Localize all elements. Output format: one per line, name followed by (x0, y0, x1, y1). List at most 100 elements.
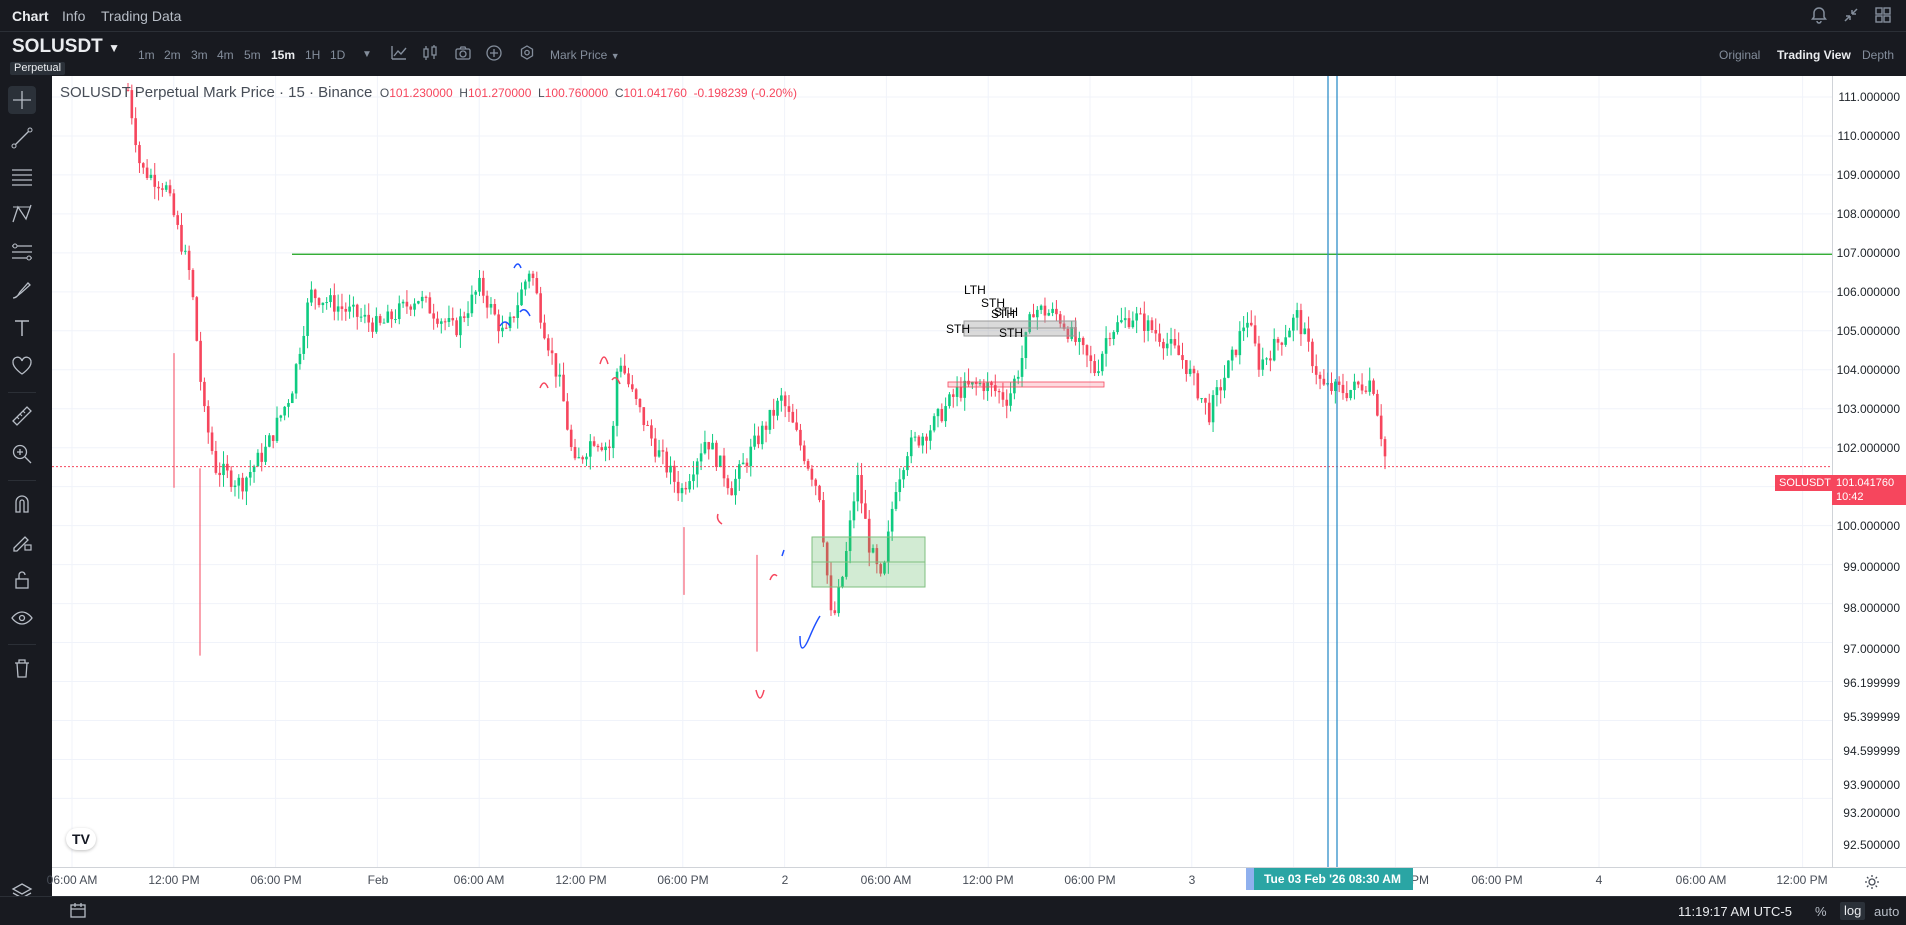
candle-body (206, 406, 210, 433)
settings-gear-icon[interactable] (518, 44, 536, 62)
candle-body (955, 386, 959, 397)
chart-type-line-icon[interactable] (390, 44, 408, 62)
magnet-icon[interactable] (8, 490, 36, 518)
candle-body (967, 380, 970, 385)
auto-scale-toggle[interactable]: auto (1874, 904, 1900, 919)
interval-2m[interactable]: 2m (164, 48, 181, 62)
interval-1d[interactable]: 1D (330, 48, 346, 62)
interval-1h[interactable]: 1H (305, 48, 321, 62)
candle-body (799, 429, 802, 446)
interval-4m[interactable]: 4m (217, 48, 234, 62)
chart-settings-icon[interactable] (1862, 872, 1882, 892)
add-circle-icon[interactable] (485, 44, 503, 62)
candle-body (566, 401, 569, 430)
candle-body (909, 437, 913, 457)
indicators-candles-icon[interactable] (421, 44, 439, 62)
text-tool-icon[interactable] (8, 314, 36, 342)
candle-body (734, 478, 737, 496)
horizontal-lines-icon[interactable] (8, 162, 36, 190)
pattern-icon[interactable] (8, 200, 36, 228)
candle-body (436, 318, 439, 324)
interval-3m[interactable]: 3m (191, 48, 208, 62)
view-trading-view[interactable]: Trading View (1777, 48, 1851, 62)
candle-body (378, 316, 382, 323)
candle-body (184, 250, 187, 252)
candle-body (718, 455, 722, 467)
candle-body (1334, 381, 1337, 391)
candle-body (883, 562, 886, 574)
candle-body (569, 429, 573, 447)
annotation-label-lth[interactable]: LTH (964, 283, 986, 297)
candle-body (822, 500, 825, 543)
candle-body (913, 436, 917, 438)
candle-body (1299, 310, 1303, 335)
candle-body (921, 436, 924, 446)
candle-body (420, 296, 424, 302)
annotation-label-sth[interactable]: STH (999, 326, 1023, 340)
price-type-dropdown[interactable]: Mark Price ▼ (550, 48, 620, 62)
crosshair-icon[interactable] (8, 86, 36, 114)
annotation-label-sth[interactable]: STH (991, 307, 1015, 321)
camera-icon[interactable] (454, 44, 472, 62)
candle-body (1032, 314, 1035, 318)
more-intervals-chevron-icon[interactable]: ▼ (362, 49, 372, 60)
candle-body (726, 478, 730, 489)
minimize-icon[interactable] (1840, 4, 1862, 26)
candle-body (268, 435, 271, 447)
time-axis[interactable] (52, 867, 1906, 896)
candle-body (199, 340, 202, 382)
view-original[interactable]: Original (1719, 48, 1761, 62)
ruler-icon[interactable] (8, 402, 36, 430)
lock-drawing-pencil-icon[interactable] (8, 528, 36, 556)
candle-body (879, 564, 882, 574)
unlock-icon[interactable] (8, 566, 36, 594)
candle-body (795, 422, 798, 430)
annotation-label-sth[interactable]: STH (981, 296, 1005, 310)
sidebar-splitter[interactable] (44, 76, 52, 896)
utc-clock[interactable]: 11:19:17 AM UTC-5 (1678, 904, 1792, 919)
annotation-label-sth[interactable]: STH (946, 322, 970, 336)
candle-body (531, 273, 535, 279)
heart-icon[interactable] (8, 352, 36, 380)
trash-icon[interactable] (8, 654, 36, 682)
fib-retracement-icon[interactable] (8, 238, 36, 266)
candle-body (695, 461, 699, 475)
price-tick: 96.199999 (1843, 676, 1900, 690)
annotation-label-sth[interactable]: STH (994, 305, 1018, 319)
candle-body (703, 442, 707, 454)
candle-body (768, 409, 772, 430)
candle-body (1284, 337, 1287, 345)
tab-trading-data[interactable]: Trading Data (101, 8, 182, 24)
grid-layout-icon[interactable] (1872, 4, 1894, 26)
log-scale-toggle[interactable]: log (1840, 902, 1866, 920)
candle-body (375, 316, 378, 332)
candle-body (791, 411, 795, 423)
calendar-goto-date-icon[interactable] (68, 902, 88, 920)
candle-body (222, 463, 225, 476)
interval-15m[interactable]: 15m (271, 48, 296, 62)
tab-info[interactable]: Info (62, 8, 86, 24)
view-depth[interactable]: Depth (1862, 48, 1895, 62)
trend-line-icon[interactable] (8, 124, 36, 152)
candle-body (145, 167, 149, 178)
zoom-in-icon[interactable] (8, 440, 36, 468)
percent-scale-toggle[interactable]: % (1815, 904, 1827, 919)
candle-body (275, 417, 279, 441)
candle-body (470, 294, 474, 314)
tradingview-logo[interactable]: TV (66, 828, 96, 850)
time-tick: 06:00 PM (1471, 873, 1523, 887)
bell-icon[interactable] (1808, 4, 1830, 26)
tab-chart[interactable]: Chart (12, 8, 49, 24)
candle-body (562, 374, 565, 402)
price-axis[interactable]: 111.000000 110.000000 109.000000 108.000… (1832, 76, 1906, 867)
brush-icon[interactable] (8, 276, 36, 304)
interval-5m[interactable]: 5m (244, 48, 261, 62)
hand-drawn-mark (769, 573, 778, 581)
interval-1m[interactable]: 1m (138, 48, 155, 62)
symbol-selector[interactable]: SOLUSDT ▼ (12, 36, 120, 58)
candle-body (1219, 387, 1223, 391)
drawing-tools-sidebar (0, 76, 44, 899)
candle-body (608, 446, 611, 449)
visibility-eye-icon[interactable] (8, 604, 36, 632)
